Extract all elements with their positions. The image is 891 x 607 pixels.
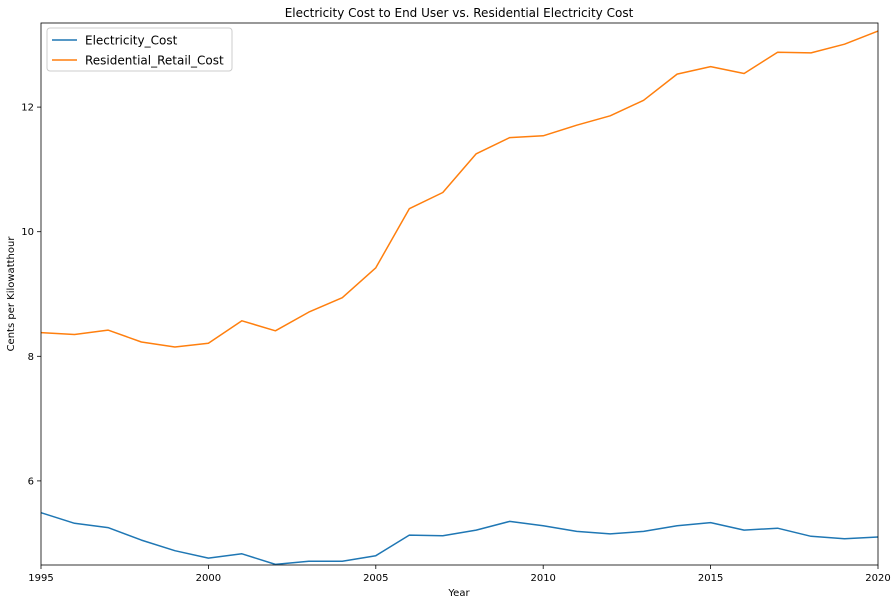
legend: Electricity_Cost Residential_Retail_Cost <box>46 27 233 72</box>
plot-frame <box>40 22 879 566</box>
x-tick-label: 2000 <box>196 573 221 584</box>
legend-box <box>46 27 233 72</box>
x-tick-label: 2010 <box>530 573 555 584</box>
y-axis-label: Cents per Kilowatthour <box>6 236 17 352</box>
y-tick-label: 12 <box>21 103 34 114</box>
x-tick-label: 1995 <box>28 573 53 584</box>
y-tick-label: 8 <box>28 352 34 363</box>
y-tick-label: 10 <box>21 227 34 238</box>
chart-title: Electricity Cost to End User vs. Residen… <box>285 6 634 20</box>
legend-label: Residential_Retail_Cost <box>85 54 224 68</box>
x-axis-label: Year <box>447 588 470 599</box>
series-layer <box>40 30 879 566</box>
legend-label: Electricity_Cost <box>85 34 178 48</box>
series-line-residential-retail-cost <box>40 30 879 348</box>
x-tick-label: 2005 <box>363 573 388 584</box>
series-line-electricity-cost <box>40 511 879 566</box>
x-tick-label: 2015 <box>698 573 723 584</box>
y-tick-label: 6 <box>28 476 34 487</box>
x-tick-label: 2020 <box>865 573 890 584</box>
x-axis: 1995 2000 2005 2010 2015 2020 <box>28 565 891 584</box>
y-axis: 6 8 10 12 <box>21 103 41 487</box>
